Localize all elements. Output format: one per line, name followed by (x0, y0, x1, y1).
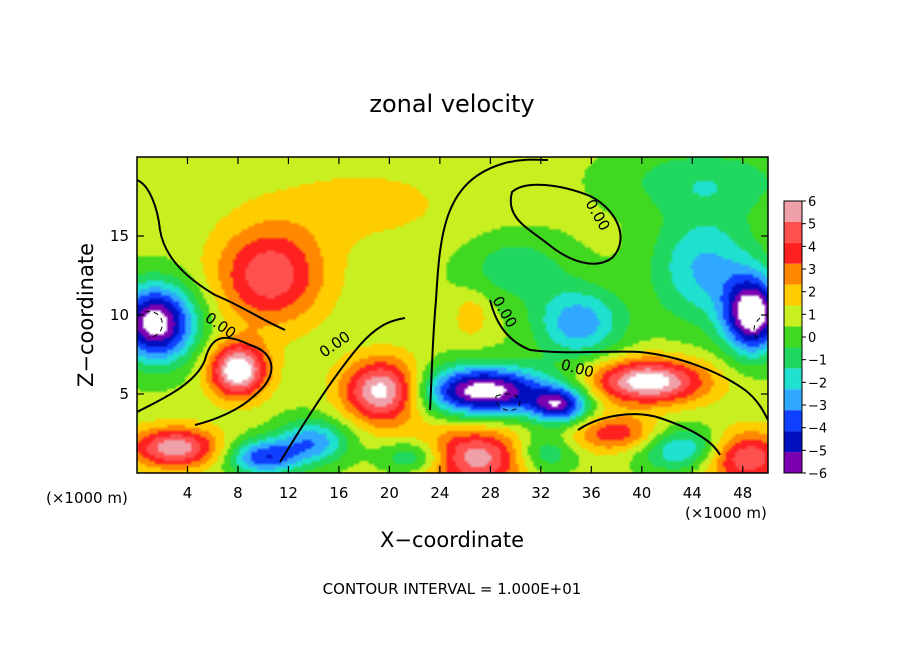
colorbar-swatch (784, 410, 802, 432)
contour-interval-note: CONTOUR INTERVAL = 1.000E+01 (323, 580, 582, 598)
colorbar-swatch (784, 263, 802, 285)
colorbar-swatch (784, 368, 802, 390)
x-tick-label: 16 (329, 484, 348, 502)
contour-line-upper-left (137, 179, 286, 331)
colorbar-tick-label: −3 (808, 399, 827, 414)
colorbar-tick-label: 0 (808, 331, 816, 346)
heatmap-field (137, 157, 768, 473)
heatmap-image (137, 157, 768, 473)
colorbar-swatch (784, 242, 802, 264)
contour-line-center (279, 317, 406, 463)
contour-line-left-bottom (137, 336, 273, 426)
x-tick-label: 36 (582, 484, 601, 502)
colorbar-tick-label: −4 (808, 422, 827, 437)
zero-contours (137, 158, 768, 463)
colorbar-swatch (784, 431, 802, 453)
colorbar-tick-label: 4 (808, 240, 816, 255)
y-tick-label: 10 (110, 306, 129, 324)
dashed-contour-right (753, 317, 761, 341)
colorbar-tick-label: 5 (808, 218, 816, 233)
x-tick-label: 32 (531, 484, 550, 502)
x-axis: 4 8 12 16 20 24 28 32 36 40 44 48 (183, 157, 752, 502)
colorbar-swatch (784, 452, 802, 473)
colorbar-tick-label: −1 (808, 354, 827, 369)
contour-line-bottom-right (577, 413, 721, 456)
x-tick-label: 12 (279, 484, 298, 502)
x-tick-label: 8 (233, 484, 243, 502)
y-axis: 5 10 15 (110, 227, 768, 403)
colorbar: 6 5 4 3 2 1 0 −1 −2 −3 −4 −5 −6 (783, 195, 827, 482)
x-unit-right: (×1000 m) (685, 504, 767, 522)
colorbar-swatch (784, 284, 802, 306)
contour-line-middle-arc (429, 158, 549, 411)
dashed-contours (144, 311, 761, 411)
colorbar-swatch (784, 201, 802, 222)
x-tick-label: 4 (183, 484, 193, 502)
y-tick-label: 15 (110, 227, 129, 245)
dashed-contour-center (495, 393, 521, 411)
colorbar-tick-label: 2 (808, 286, 816, 301)
y-tick-label: 5 (119, 385, 129, 403)
x-tick-label: 24 (430, 484, 449, 502)
colorbar-tick-label: 1 (808, 308, 816, 323)
colorbar-tick-label: 3 (808, 263, 816, 278)
colorbar-swatch (784, 221, 802, 243)
colorbar-tick-label: 6 (808, 195, 816, 210)
chart-title: zonal velocity (369, 90, 534, 118)
dashed-contour-left (144, 311, 163, 339)
colorbar-swatch (784, 326, 802, 348)
colorbar-tick-label: −2 (808, 376, 827, 391)
x-unit-left: (×1000 m) (46, 489, 128, 507)
x-axis-label: X−coordinate (380, 528, 524, 552)
colorbar-swatch (784, 389, 802, 411)
x-tick-label: 20 (380, 484, 399, 502)
colorbar-tick-label: −5 (808, 444, 827, 459)
y-axis-label: Z−coordinate (74, 243, 98, 387)
x-tick-label: 40 (632, 484, 651, 502)
colorbar-tick-label: −6 (808, 467, 827, 482)
x-tick-label: 48 (733, 484, 752, 502)
contour-line-right (489, 299, 768, 421)
contour-line-oval (509, 183, 622, 265)
x-tick-label: 28 (481, 484, 500, 502)
x-tick-label: 44 (683, 484, 702, 502)
colorbar-swatch (784, 347, 802, 369)
colorbar-swatch (784, 305, 802, 327)
